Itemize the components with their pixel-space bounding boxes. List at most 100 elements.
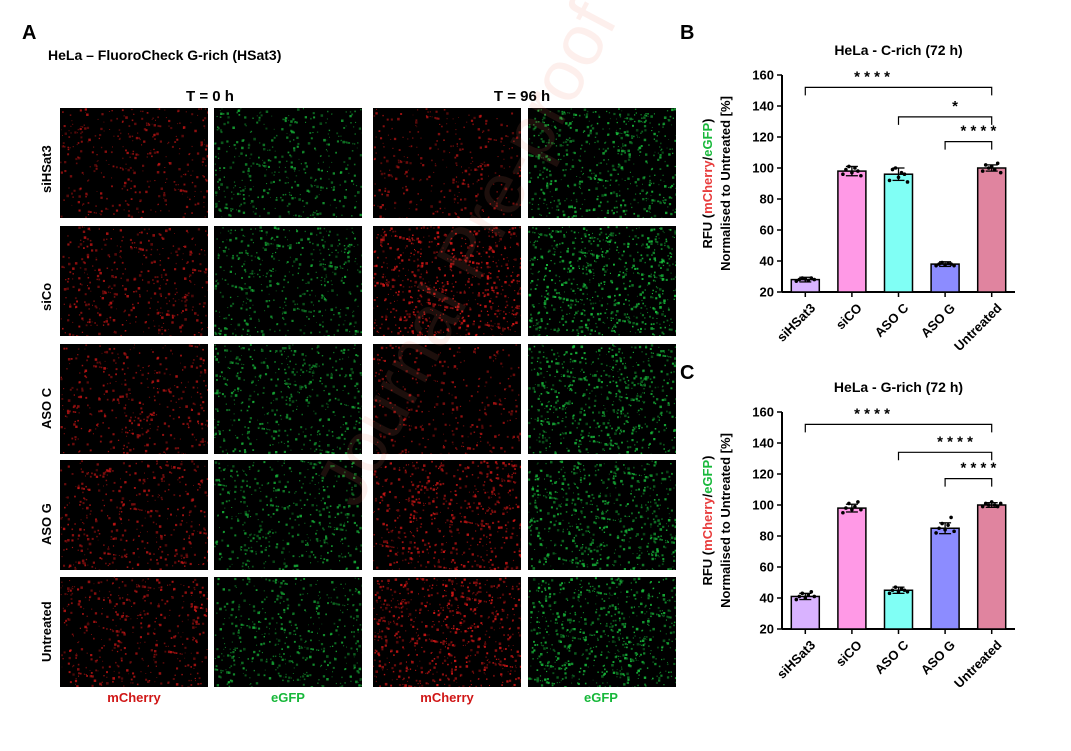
data-point bbox=[853, 166, 857, 170]
data-point bbox=[905, 590, 910, 594]
data-point bbox=[905, 180, 910, 184]
data-point bbox=[980, 169, 985, 173]
chart-title: HeLa - G-rich (72 h) bbox=[834, 379, 963, 395]
microscopy-image bbox=[373, 460, 521, 570]
chart-title: HeLa - C-rich (72 h) bbox=[834, 42, 962, 58]
chart-panel-c: HeLa - G-rich (72 h) 20 40 60 80 100 120 140 160… bbox=[690, 372, 1060, 712]
y-axis-label-line2: Normalised to Untreated [%] bbox=[718, 96, 733, 271]
panel-a-title: HeLa – FluoroCheck G-rich (HSat3) bbox=[48, 47, 282, 63]
data-point bbox=[859, 173, 863, 178]
data-point bbox=[887, 178, 892, 183]
data-point bbox=[896, 590, 901, 594]
microscopy-image bbox=[528, 577, 676, 687]
microscopy-image bbox=[373, 226, 521, 336]
data-point bbox=[794, 279, 799, 283]
y-axis-label: RFU (mCherry/eGFP) bbox=[700, 455, 715, 585]
data-point bbox=[940, 521, 944, 526]
x-tick-label: siCO bbox=[833, 637, 865, 669]
significance-bracket bbox=[897, 451, 993, 461]
data-point bbox=[812, 277, 817, 282]
data-point bbox=[983, 501, 988, 506]
data-point bbox=[937, 526, 941, 531]
microscopy-image bbox=[214, 460, 362, 570]
y-tick-label: 60 bbox=[760, 560, 774, 575]
x-tick-label: siHSat3 bbox=[774, 300, 818, 344]
y-tick-label: 140 bbox=[752, 99, 774, 114]
microscopy-image bbox=[214, 577, 362, 687]
bar bbox=[930, 527, 960, 630]
data-point bbox=[896, 175, 901, 180]
data-point bbox=[809, 590, 814, 594]
y-tick-label: 160 bbox=[752, 68, 774, 83]
data-point bbox=[856, 500, 860, 504]
x-tick-label: ASO C bbox=[872, 300, 912, 340]
data-point bbox=[995, 504, 1000, 509]
y-axis-label: RFU (mCherry/eGFP) bbox=[700, 118, 715, 248]
x-tick-label: ASO G bbox=[918, 637, 958, 677]
data-point bbox=[902, 172, 907, 176]
bar bbox=[837, 170, 867, 293]
data-point bbox=[850, 507, 854, 512]
y-tick-label: 120 bbox=[752, 467, 774, 482]
data-point bbox=[899, 170, 904, 175]
y-tick-label: 40 bbox=[760, 254, 774, 269]
row-label: ASO G bbox=[39, 503, 54, 545]
x-tick-label: ASO C bbox=[872, 637, 912, 677]
data-point bbox=[859, 507, 863, 512]
data-point bbox=[943, 263, 947, 267]
data-point bbox=[890, 167, 895, 172]
x-tick-label: Untreated bbox=[951, 300, 1005, 354]
significance-label: * * * * bbox=[854, 68, 890, 85]
significance-bracket bbox=[944, 478, 993, 487]
y-tick-label: 80 bbox=[760, 529, 774, 544]
channel-label-mcherry-0h: mCherry bbox=[107, 690, 161, 705]
microscopy-image bbox=[60, 344, 208, 454]
data-point bbox=[986, 503, 991, 507]
data-point bbox=[952, 263, 956, 268]
data-point bbox=[893, 166, 898, 170]
significance-bracket bbox=[804, 423, 993, 433]
data-point bbox=[800, 276, 805, 280]
data-point bbox=[980, 504, 985, 509]
panel-a-letter: A bbox=[22, 22, 37, 44]
bar-chart: HeLa - C-rich (72 h) 20 40 60 80 100 120 140 160… bbox=[700, 42, 1015, 354]
y-tick-label: 20 bbox=[760, 285, 774, 300]
bar bbox=[976, 504, 1007, 630]
bar bbox=[930, 263, 960, 293]
significance-bracket bbox=[897, 116, 993, 125]
data-point bbox=[812, 594, 817, 599]
data-point bbox=[989, 500, 994, 504]
y-tick-label: 60 bbox=[760, 223, 774, 238]
data-point bbox=[803, 277, 808, 281]
data-point bbox=[800, 591, 805, 596]
data-point bbox=[887, 591, 892, 596]
data-point bbox=[937, 262, 941, 266]
data-point bbox=[940, 260, 944, 265]
bar bbox=[837, 507, 867, 630]
data-point bbox=[934, 531, 938, 535]
microscopy-image bbox=[60, 577, 208, 687]
data-point bbox=[983, 163, 988, 167]
microscopy-image bbox=[214, 344, 362, 454]
data-point bbox=[949, 262, 953, 266]
data-point bbox=[841, 172, 845, 176]
data-point bbox=[998, 501, 1003, 506]
data-point bbox=[856, 169, 860, 173]
x-tick-label: siHSat3 bbox=[774, 637, 818, 681]
y-tick-label: 120 bbox=[752, 130, 774, 145]
channel-label-mcherry-96h: mCherry bbox=[420, 690, 474, 705]
microscopy-image bbox=[60, 108, 208, 218]
microscopy-image bbox=[60, 226, 208, 336]
y-tick-label: 40 bbox=[760, 591, 774, 606]
y-axis-label-line2: Normalised to Untreated [%] bbox=[718, 433, 733, 608]
data-point bbox=[847, 164, 851, 169]
microscopy-image bbox=[214, 226, 362, 336]
data-point bbox=[893, 585, 898, 589]
data-point bbox=[844, 506, 848, 510]
microscopy-image bbox=[528, 226, 676, 336]
significance-bracket bbox=[944, 141, 993, 150]
x-tick-label: Untreated bbox=[951, 637, 1005, 691]
data-point bbox=[946, 523, 950, 527]
data-point bbox=[847, 501, 851, 506]
y-tick-label: 100 bbox=[752, 161, 774, 176]
